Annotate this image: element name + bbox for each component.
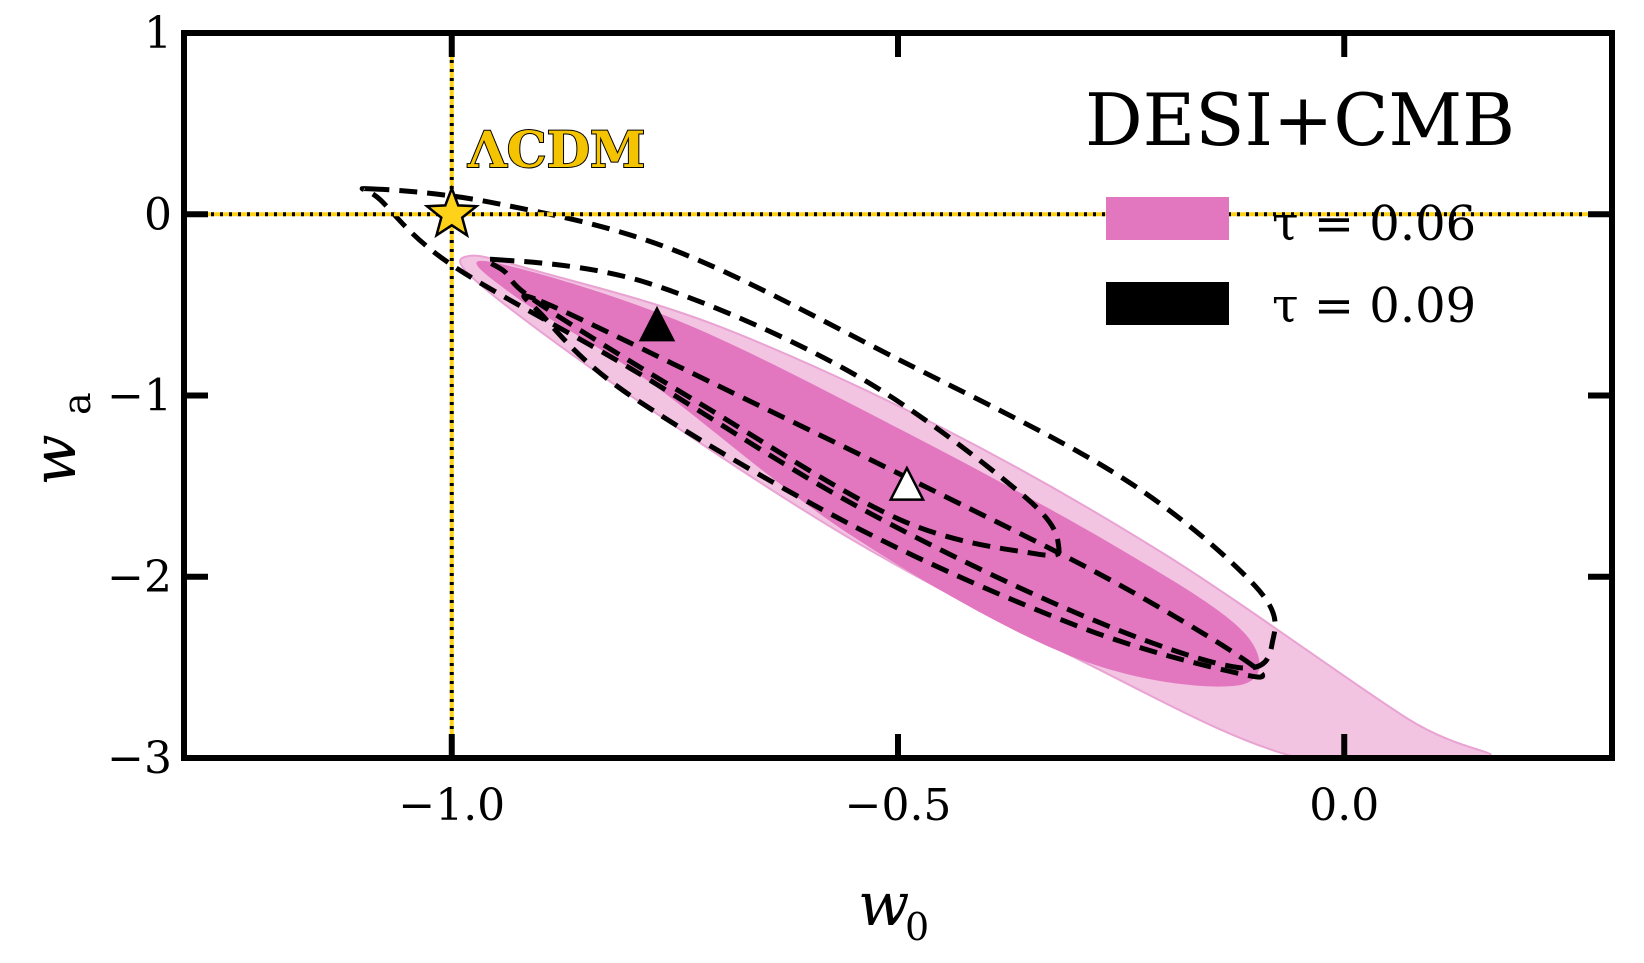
lcdm-star-marker — [423, 184, 480, 239]
y-tick-label: −1 — [107, 371, 172, 422]
x-tick-label: 0.0 — [1309, 780, 1379, 831]
marker-layer — [423, 184, 926, 501]
legend-swatch-tau-006 — [1106, 197, 1229, 240]
legend-label-tau-006: τ = 0.06 — [1272, 196, 1476, 252]
y-axis-title: w a — [20, 392, 99, 485]
y-tick-label: 1 — [144, 8, 172, 59]
contour-layer — [359, 186, 1492, 758]
lcdm-label: ΛCDM — [467, 120, 645, 179]
legend-label-tau-009: τ = 0.09 — [1272, 278, 1476, 334]
x-axis-title: w 0 — [858, 870, 929, 949]
legend: τ = 0.06 τ = 0.09 — [1106, 196, 1476, 334]
x-axis-label: w — [858, 870, 909, 940]
x-axis-ticks: −1.0 −0.5 0.0 — [398, 33, 1379, 831]
lcdm-reference-lines — [184, 33, 1612, 758]
y-tick-label: −2 — [107, 552, 172, 603]
contour-68-tau-006 — [476, 260, 1260, 687]
y-axis-label: w — [20, 434, 90, 485]
x-tick-label: −0.5 — [845, 780, 952, 831]
contour-68-tau-009-outer — [521, 293, 1266, 680]
contour-95-tau-009 — [359, 186, 1278, 671]
y-axis-label-subscript: a — [55, 392, 99, 415]
best-fit-marker-tau-006 — [888, 465, 926, 501]
y-tick-label: −3 — [107, 733, 172, 784]
y-tick-label: 0 — [144, 189, 172, 240]
best-fit-marker-tau-009 — [638, 305, 676, 342]
panel-title: DESI+CMB — [1085, 78, 1515, 162]
x-axis-label-subscript: 0 — [905, 905, 929, 949]
legend-swatch-tau-009 — [1106, 282, 1229, 325]
contour-68-tau-009 — [484, 256, 1062, 558]
y-axis-ticks: 1 0 −1 −2 −3 — [107, 8, 1612, 784]
x-tick-label: −1.0 — [398, 780, 505, 831]
